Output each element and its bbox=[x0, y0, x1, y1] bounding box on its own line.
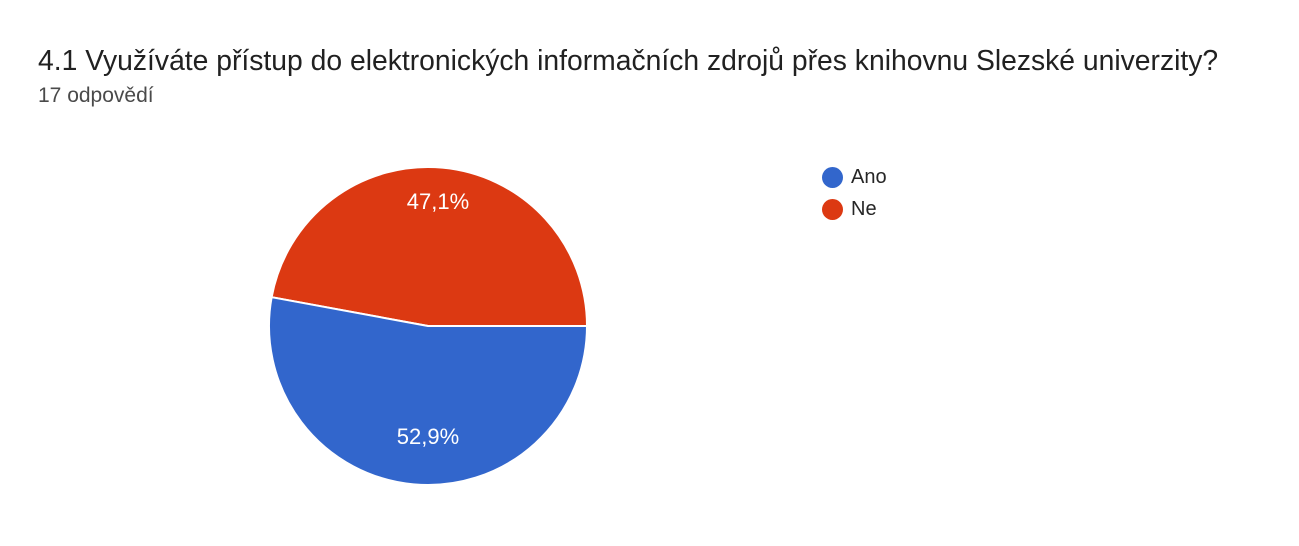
svg-text:47,1%: 47,1% bbox=[407, 189, 469, 214]
svg-text:52,9%: 52,9% bbox=[397, 424, 459, 449]
